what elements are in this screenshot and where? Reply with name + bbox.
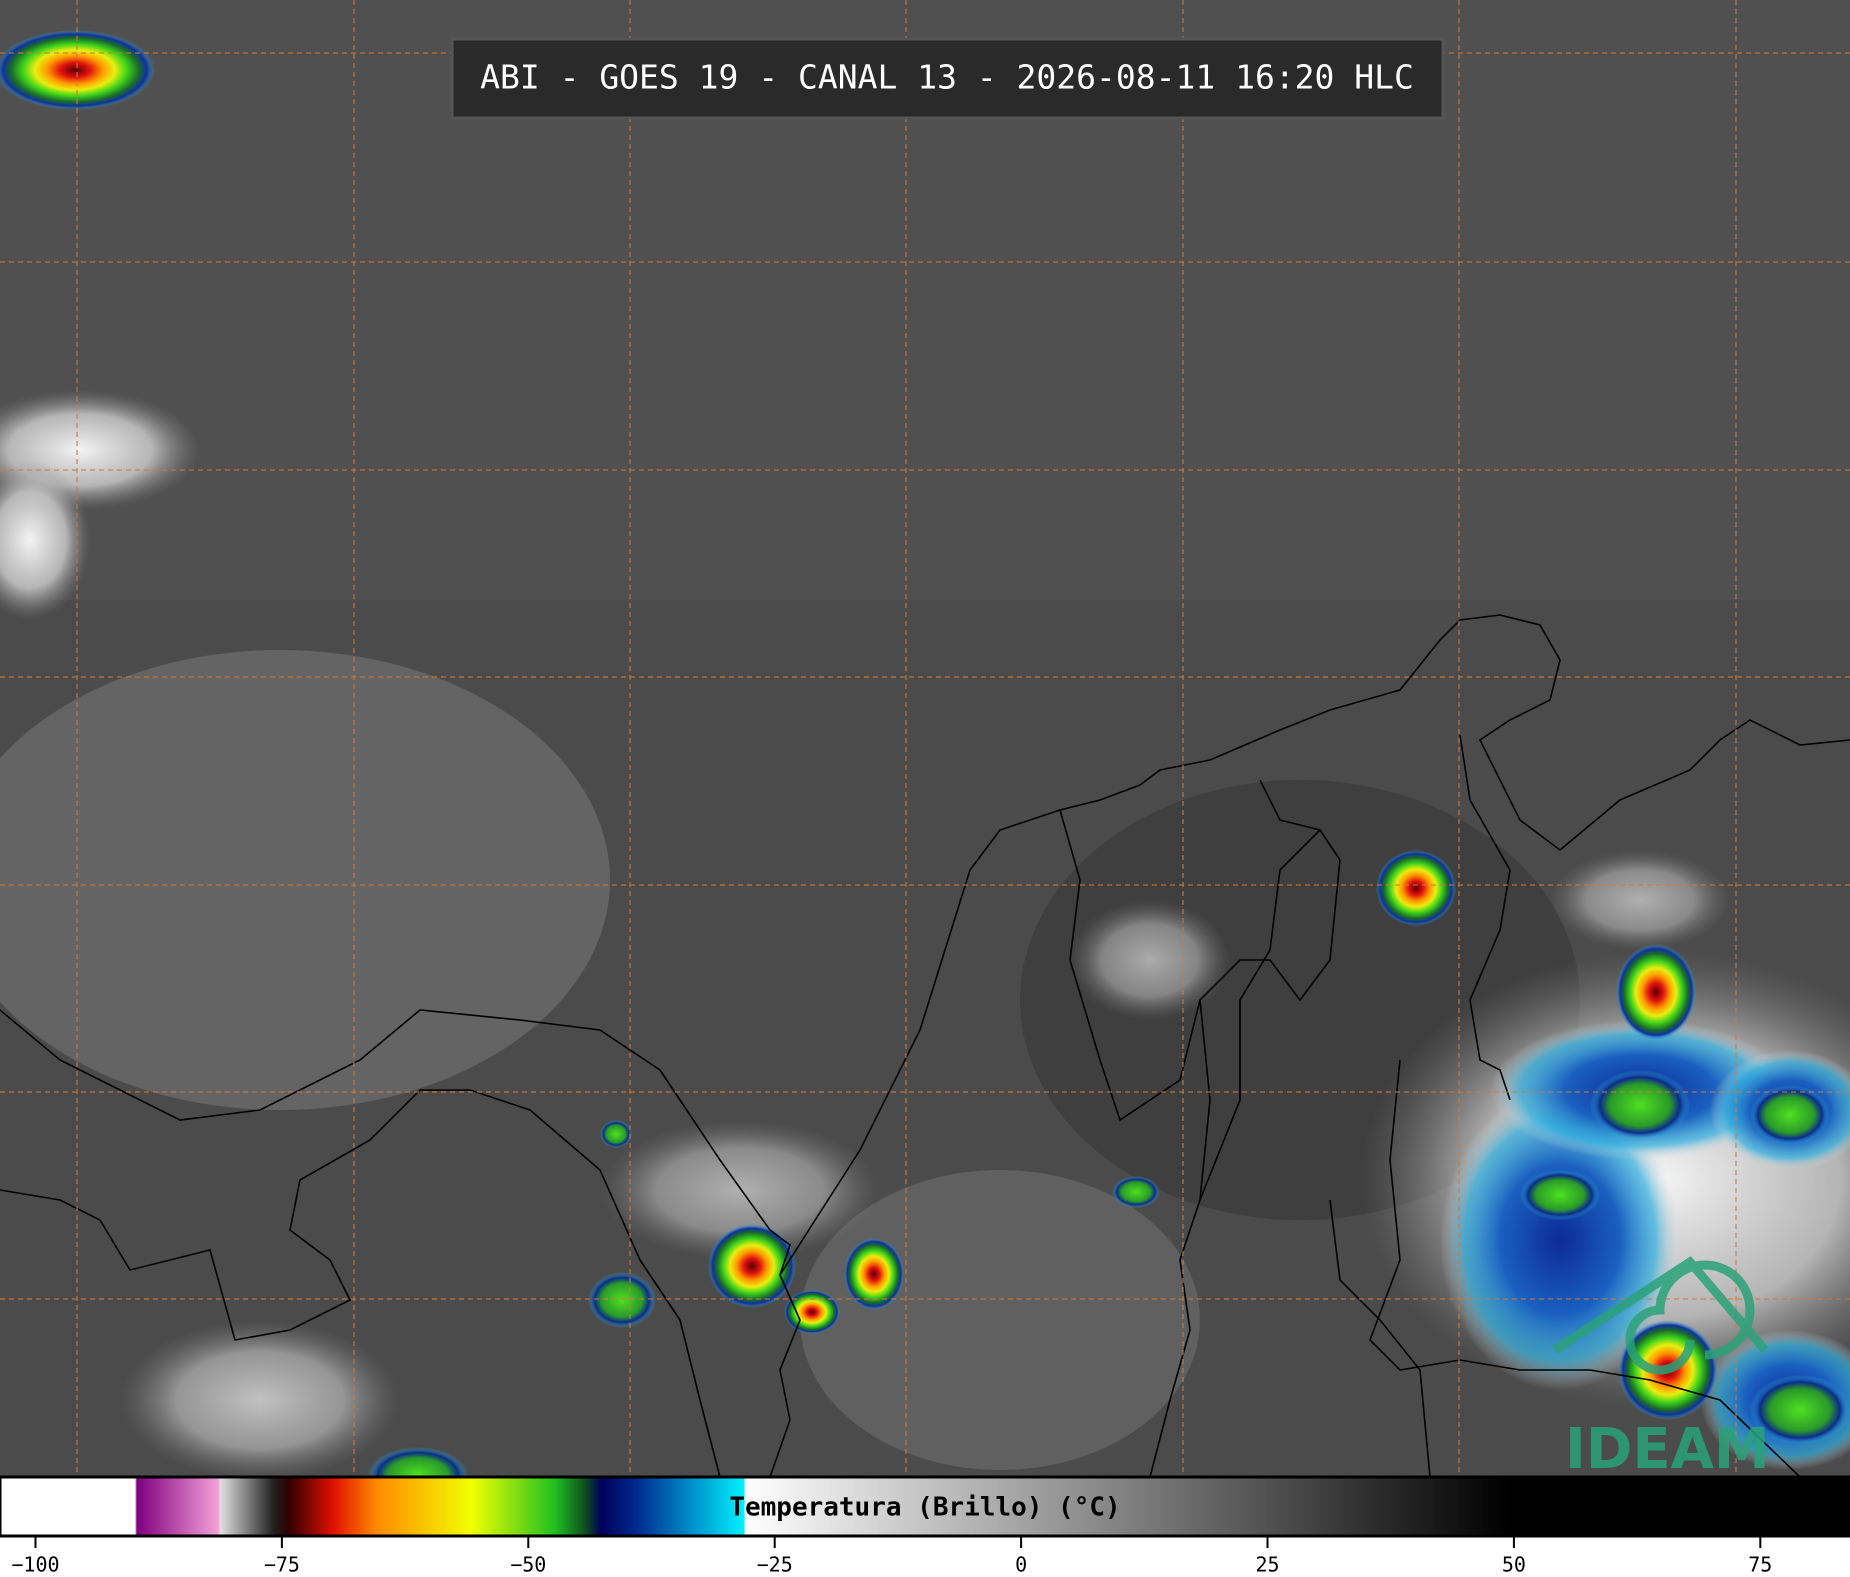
title-box [450, 37, 1445, 120]
colorbar-tick-label: −100 [11, 1553, 59, 1577]
cloud [1440, 1090, 1680, 1390]
storm-cell [1750, 1375, 1850, 1445]
cloud [0, 460, 90, 620]
cloud [1550, 850, 1730, 950]
storm-cell [1376, 850, 1456, 926]
colorbar-ticks: −100 −75 −50 −25 0 25 50 75 [11, 1536, 1772, 1577]
storm-cell [844, 1238, 904, 1310]
colorbar [0, 1475, 1850, 1538]
colorbar-tick-label: −75 [264, 1553, 300, 1577]
storm-cell [0, 30, 155, 110]
cloud [600, 1120, 880, 1260]
cloud [120, 1320, 400, 1480]
colorbar-tick-label: 25 [1255, 1553, 1279, 1577]
cloud [1070, 900, 1230, 1020]
colorbar-tick-label: −25 [757, 1553, 793, 1577]
title: ABI - GOES 19 - CANAL 13 - 2026-08-11 16… [480, 58, 1414, 97]
storm-cell [708, 1224, 796, 1308]
storm-cell [1590, 1070, 1690, 1140]
logo-text: IDEAM [1565, 1417, 1770, 1482]
land-light [800, 1170, 1200, 1470]
colorbar-tick-label: 0 [1015, 1553, 1027, 1577]
colorbar-tick-label: −50 [510, 1553, 546, 1577]
coastlines [0, 614, 1850, 1478]
storm-cell [1616, 944, 1696, 1040]
storm-cell [1520, 1170, 1600, 1220]
logo-mark [1552, 1256, 1769, 1375]
storm-cell [600, 1120, 632, 1148]
storm-cell [1112, 1176, 1160, 1208]
storm-cell [1750, 1085, 1830, 1145]
colorbar-tick-label: 50 [1502, 1553, 1526, 1577]
storm-cell [784, 1290, 840, 1334]
colorbar-tick-label: 75 [1748, 1553, 1772, 1577]
haze [0, 650, 610, 1110]
storm-cell [588, 1272, 656, 1328]
graticule [0, 0, 1850, 1477]
colorbar-label: Temperatura (Brillo) (°C) [729, 1493, 1120, 1523]
